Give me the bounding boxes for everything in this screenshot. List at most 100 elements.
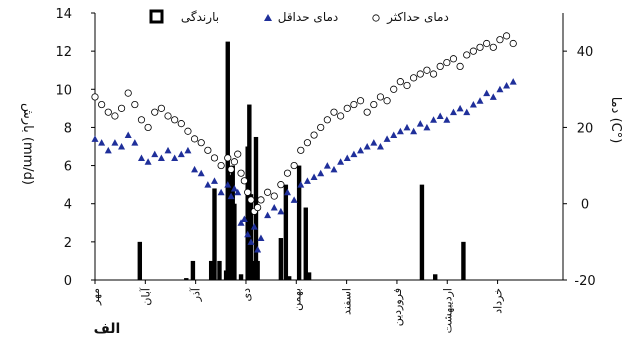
tmin-point — [171, 154, 179, 161]
month-label: دی — [240, 288, 253, 302]
tmax-point — [131, 100, 139, 109]
precip-bar — [433, 274, 438, 280]
tmin-point — [234, 188, 242, 196]
tmin-point — [350, 150, 358, 158]
tmax-point — [217, 161, 225, 170]
tmax-point — [436, 62, 444, 71]
tmin-point — [98, 139, 106, 146]
tmax-point — [449, 55, 458, 63]
tmax-point — [117, 104, 126, 112]
tmax-point — [410, 74, 418, 82]
tmin-point — [204, 181, 212, 188]
precip-bar — [286, 276, 292, 280]
tmax-point — [270, 192, 278, 200]
tmin-point — [363, 143, 371, 150]
precip-bar — [303, 207, 308, 280]
tmax-point — [456, 62, 464, 71]
tmin-point — [270, 204, 278, 211]
tmin-point — [250, 223, 258, 230]
tmax-point — [247, 196, 255, 204]
precip-bar — [212, 188, 217, 280]
tmin-point — [237, 219, 245, 226]
tmin-point — [151, 150, 159, 158]
plot-frame — [94, 13, 564, 281]
tmax-point — [390, 85, 398, 93]
tmin-point — [489, 93, 497, 100]
legend-precip-label: بارندگی — [181, 10, 219, 25]
tmin-point — [430, 116, 438, 123]
tmax-point — [363, 108, 371, 116]
tmax-point — [240, 177, 248, 185]
precip-bar — [137, 241, 143, 280]
right-tick-label: 40 — [577, 45, 594, 60]
tmin-point — [310, 173, 318, 181]
month-label: بهمن — [290, 288, 303, 311]
legend: بارندگی دمای حداقل دمای حداکثر — [149, 9, 449, 25]
tmax-point — [509, 39, 517, 48]
tmin-point — [277, 207, 285, 215]
tmax-point — [476, 43, 484, 51]
tmin-point — [217, 188, 225, 196]
tmin-point — [330, 165, 338, 173]
tmax-point — [383, 97, 391, 105]
tmax-point — [350, 100, 358, 109]
tmin-point — [410, 127, 418, 135]
tmin-point — [254, 245, 262, 253]
tmax-point — [197, 139, 205, 147]
right-tick-label: -20 — [574, 274, 595, 289]
tmax-point — [323, 116, 331, 124]
tmin-point — [227, 192, 235, 200]
tmax-point — [297, 146, 305, 154]
legend-tmax-label: دمای حداکثر — [386, 10, 449, 25]
tmin-point — [337, 158, 345, 165]
tmax-point — [98, 100, 106, 109]
tmax-point — [283, 169, 292, 177]
tmin-point — [230, 184, 238, 192]
tmin-point — [137, 154, 145, 161]
tmin-point — [177, 150, 185, 158]
tmin-point — [323, 162, 331, 169]
tmax-point — [303, 139, 312, 147]
tmin-point — [104, 146, 112, 154]
precip-bar — [208, 260, 214, 280]
tmax-point — [124, 89, 132, 97]
tmin-point — [370, 139, 378, 146]
tmin-point — [423, 123, 431, 131]
tmin-point — [124, 131, 132, 139]
tmin-point — [390, 131, 398, 139]
tmin-point — [449, 108, 457, 116]
panel-label: الف — [94, 321, 121, 337]
tmin-point — [257, 234, 265, 242]
tmin-point — [290, 196, 298, 203]
tmax-point — [263, 188, 272, 196]
legend-tmin-label: دمای حداقل — [278, 10, 339, 24]
left-tick-label: 6 — [64, 160, 72, 175]
right-tick-label: 0 — [581, 198, 589, 213]
tmin-point — [456, 104, 464, 112]
left-axis-label: بارش (mm/d) — [20, 103, 35, 185]
tmin-point — [244, 230, 252, 238]
tmin-point — [436, 112, 444, 119]
tmax-point — [254, 203, 262, 212]
month-label: اسفند — [341, 288, 354, 315]
tmin-point — [118, 143, 126, 150]
tmax-point — [443, 58, 451, 67]
tmax-point — [237, 169, 245, 177]
month-label: آذر — [189, 287, 203, 302]
tmax-point — [190, 135, 199, 143]
tmax-point — [416, 70, 424, 78]
tmin-point — [483, 89, 491, 97]
tmax-point — [317, 123, 325, 132]
tmax-point — [337, 112, 345, 120]
tmin-point — [264, 211, 272, 219]
tmax-point — [224, 154, 232, 162]
tmax-point — [483, 39, 491, 48]
tmax-markers — [91, 32, 517, 215]
precip-bar — [190, 260, 196, 280]
tmin-point — [191, 165, 199, 173]
month-label: آبان — [138, 287, 152, 305]
precip-bar — [238, 274, 244, 280]
tmax-point — [137, 116, 146, 124]
tmin-point — [443, 116, 451, 123]
tmax-point — [310, 131, 318, 139]
